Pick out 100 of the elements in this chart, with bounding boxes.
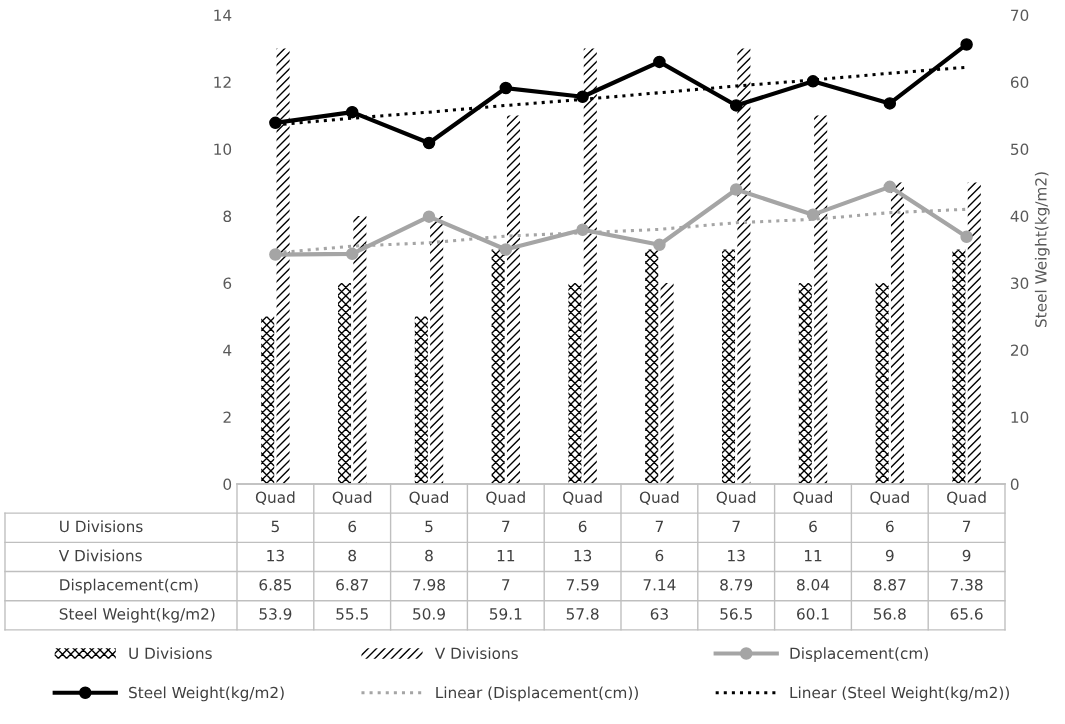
data-label: 5 [271, 520, 279, 533]
legend-label: Steel Weight(kg/m2) [129, 686, 284, 702]
data-label: 59.1 [489, 608, 522, 620]
legend-label: Linear (Displacement(cm)) [436, 686, 638, 702]
y2-axis-title: Steel Weight(kg/m2) [1034, 172, 1050, 328]
point [576, 223, 589, 236]
data-label: 6 [578, 520, 587, 533]
y-tick-label: 2 [223, 411, 231, 423]
data-label: 57.8 [566, 608, 599, 620]
bar [737, 48, 751, 484]
y2-tick-label: 60 [1010, 76, 1029, 89]
y-tick-label: 10 [214, 143, 232, 156]
bar [875, 283, 889, 484]
bar [276, 48, 290, 484]
y-tick-label: 6 [223, 277, 232, 290]
x-tick-label: Quad [486, 491, 525, 505]
bar [967, 182, 981, 484]
bar [952, 249, 966, 484]
text: V Divisions [58, 549, 142, 562]
x-tick-label: Quad [255, 491, 295, 505]
point [499, 81, 513, 95]
x-tick-label: Quad [332, 491, 372, 505]
point [960, 230, 973, 244]
data-label: 8 [348, 549, 357, 562]
data-label: 56.5 [720, 608, 752, 620]
text: U Divisions [60, 520, 143, 533]
x-tick-label: Quad [947, 491, 986, 505]
point [653, 238, 666, 252]
y2-tick-label: 10 [1011, 411, 1029, 424]
point [345, 105, 359, 119]
bar [660, 283, 674, 484]
point [729, 183, 743, 196]
x-tick-label: Quad [409, 491, 448, 505]
y2-tick-label: 30 [1011, 277, 1029, 290]
x-tick-label: Quad [793, 491, 832, 505]
data-label: 7 [502, 579, 510, 591]
data-label: 7.59 [566, 578, 599, 591]
data-label: 63 [650, 608, 668, 620]
y-tick-label: 8 [223, 210, 232, 223]
legend-label: U Divisions [129, 647, 212, 660]
data-label: 9 [885, 549, 894, 562]
bar [583, 48, 597, 484]
bar [568, 283, 582, 484]
data-label: 7 [732, 520, 740, 532]
data-label: 5 [425, 520, 433, 533]
bar [353, 216, 367, 484]
data-label: 13 [574, 549, 592, 562]
y2-tick-label: 0 [1010, 478, 1019, 491]
data-label: 53.9 [259, 608, 292, 620]
point [422, 136, 436, 150]
bar [337, 283, 352, 484]
bar [414, 316, 428, 484]
x-tick-label: Quad [639, 491, 679, 505]
data-label: 11 [804, 550, 822, 562]
data-label: 6.87 [336, 578, 368, 591]
data-label: 6 [886, 520, 894, 533]
point [269, 116, 282, 130]
y2-tick-label: 70 [1011, 9, 1029, 22]
point [269, 248, 282, 261]
y-tick-label: 12 [214, 76, 231, 88]
point [653, 55, 666, 69]
point [345, 247, 359, 261]
data-label: 7.38 [950, 578, 983, 591]
bar [491, 249, 505, 484]
data-label: 65.6 [950, 608, 983, 620]
point [806, 208, 820, 221]
legend-label: Linear (Steel Weight(kg/m2)) [790, 686, 1009, 702]
data-label: 8.87 [873, 578, 906, 591]
data-label: 8.79 [720, 578, 753, 591]
y2-tick-label: 40 [1010, 210, 1029, 223]
data-label: 7 [502, 520, 510, 532]
y2-tick-label: 20 [1010, 344, 1029, 357]
text: Steel Weight(kg/m2) [59, 607, 215, 623]
data-label: 7 [655, 520, 663, 532]
bar [798, 283, 812, 484]
legend-label: Displacement(cm) [790, 647, 928, 663]
point [883, 97, 897, 110]
y-tick-label: 4 [223, 344, 232, 356]
data-label: 55.5 [336, 608, 368, 620]
data-label: 13 [728, 549, 745, 562]
point [960, 38, 973, 51]
x-tick-label: Quad [563, 491, 602, 505]
data-label: 6 [348, 520, 357, 533]
data-label: 6 [809, 520, 817, 533]
data-label: 56.8 [873, 608, 906, 620]
data-label: 7.14 [643, 579, 676, 591]
data-label: 13 [267, 549, 284, 562]
bar [721, 249, 736, 484]
data-label: 6 [655, 549, 664, 562]
bar [814, 115, 828, 484]
bar [430, 216, 444, 484]
legend-label: V Divisions [434, 647, 518, 660]
y-tick-label: 14 [214, 9, 232, 21]
x-tick-label: Quad [870, 491, 909, 505]
data-label: 7.98 [413, 578, 445, 591]
data-label: 8 [425, 549, 433, 562]
point [576, 90, 589, 103]
y-tick-label: 0 [223, 478, 232, 491]
data-label: 7 [962, 520, 971, 532]
data-label: 9 [962, 549, 971, 562]
